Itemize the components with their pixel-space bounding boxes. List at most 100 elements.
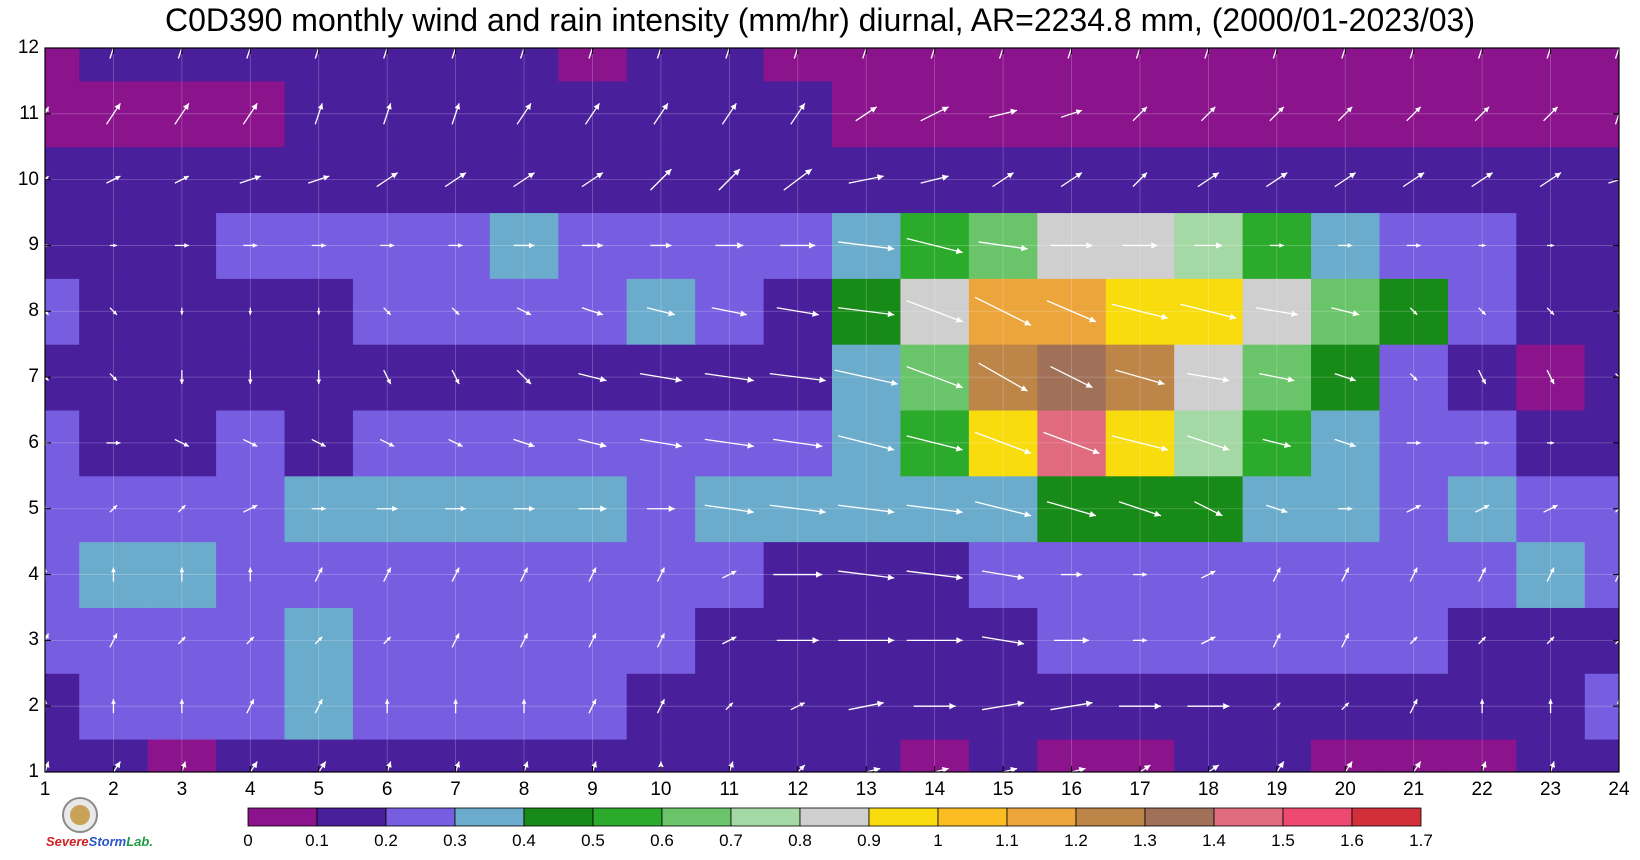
wind-arrow bbox=[656, 48, 662, 59]
wind-arrow bbox=[776, 307, 819, 317]
wind-arrow bbox=[704, 372, 754, 383]
lab-logo: SevereStormLab. bbox=[46, 797, 153, 859]
wind-arrow bbox=[783, 168, 813, 191]
wind-arrow bbox=[308, 175, 330, 184]
wind-arrow bbox=[316, 370, 322, 385]
wind-arrow bbox=[1546, 567, 1555, 582]
wind-arrow bbox=[109, 373, 118, 382]
wind-arrow bbox=[1046, 501, 1097, 518]
colorbar-label: 0.5 bbox=[581, 831, 605, 850]
colorbar-label: 1.2 bbox=[1064, 831, 1088, 850]
wind-arrow bbox=[451, 567, 460, 582]
colorbar-label: 0.4 bbox=[512, 831, 536, 850]
wind-arrow bbox=[1187, 435, 1230, 451]
wind-arrow bbox=[653, 102, 669, 125]
colorbar-label: 0.9 bbox=[857, 831, 881, 850]
wind-arrow bbox=[111, 567, 116, 582]
wind-arrow bbox=[1547, 243, 1555, 248]
y-tick-label: 1 bbox=[28, 761, 39, 782]
x-tick-label: 20 bbox=[1334, 779, 1356, 800]
wind-arrow bbox=[180, 307, 184, 315]
wind-arrow bbox=[45, 106, 50, 116]
wind-arrow bbox=[704, 504, 754, 515]
wind-arrow bbox=[1111, 435, 1169, 452]
wind-arrow bbox=[1478, 48, 1483, 59]
wind-arrow bbox=[243, 243, 258, 248]
wind-arrow bbox=[1201, 636, 1216, 645]
y-tick-label: 6 bbox=[28, 431, 39, 453]
wind-arrow bbox=[1478, 243, 1486, 248]
wind-arrow bbox=[1341, 48, 1346, 59]
wind-arrow bbox=[906, 637, 963, 644]
colorbar-label: 0.2 bbox=[374, 831, 398, 850]
wind-arrow bbox=[1412, 761, 1422, 772]
x-tick-label: 19 bbox=[1266, 779, 1288, 800]
wind-arrow bbox=[45, 310, 49, 316]
wind-arrow bbox=[106, 440, 121, 446]
wind-arrow bbox=[1341, 702, 1350, 711]
wind-arrow bbox=[1132, 638, 1147, 643]
wind-arrow bbox=[588, 48, 594, 59]
wind-arrow bbox=[838, 307, 895, 318]
wind-arrow bbox=[314, 698, 323, 714]
wind-arrow bbox=[1060, 172, 1083, 188]
x-tick-label: 21 bbox=[1403, 779, 1425, 800]
wind-arrow bbox=[1135, 48, 1141, 59]
wind-arrow bbox=[1479, 699, 1485, 714]
wind-arrow bbox=[1478, 567, 1487, 582]
x-tick-label: 1 bbox=[39, 779, 51, 800]
wind-arrow bbox=[174, 438, 190, 447]
wind-arrow bbox=[519, 567, 529, 582]
wind-arrow bbox=[711, 307, 747, 317]
wind-arrow bbox=[796, 764, 806, 772]
wind-arrow bbox=[516, 102, 532, 125]
colorbar-swatch bbox=[1282, 807, 1353, 827]
wind-arrow bbox=[1118, 501, 1162, 517]
wind-arrow bbox=[1272, 48, 1278, 59]
rain-cell bbox=[45, 48, 80, 82]
wind-arrow bbox=[1269, 243, 1284, 248]
wind-arrow bbox=[906, 504, 963, 515]
wind-arrow bbox=[1262, 438, 1291, 448]
wind-arrow bbox=[978, 241, 1028, 252]
wind-arrow bbox=[1050, 242, 1093, 249]
wind-arrow bbox=[1068, 766, 1086, 772]
wind-arrow bbox=[1200, 106, 1216, 122]
wind-arrow bbox=[451, 633, 460, 648]
wind-arrow bbox=[913, 703, 956, 710]
wind-arrow bbox=[1406, 106, 1422, 122]
wind-arrow bbox=[1406, 440, 1421, 446]
wind-arrow bbox=[317, 761, 327, 772]
wind-arrow bbox=[379, 438, 395, 447]
colorbar-label: 1.5 bbox=[1271, 831, 1295, 850]
wind-arrow bbox=[516, 307, 532, 316]
x-tick-label: 22 bbox=[1471, 779, 1493, 800]
wind-arrow bbox=[998, 48, 1004, 59]
wind-arrow bbox=[383, 636, 392, 645]
wind-arrow bbox=[314, 103, 324, 125]
wind-arrow bbox=[981, 570, 1025, 581]
wind-arrow bbox=[513, 438, 535, 448]
wind-arrow bbox=[383, 369, 392, 385]
wind-arrow bbox=[639, 372, 683, 383]
wind-arrow bbox=[1548, 699, 1553, 714]
wind-arrow bbox=[513, 242, 535, 249]
wind-arrow bbox=[314, 636, 323, 645]
wind-arrow bbox=[1187, 703, 1230, 710]
wind-arrow bbox=[383, 103, 392, 125]
wind-arrow bbox=[247, 370, 253, 385]
wind-arrow bbox=[1118, 703, 1161, 710]
wind-arrow bbox=[1111, 303, 1169, 320]
wind-arrow bbox=[451, 369, 460, 385]
wind-arrow bbox=[109, 633, 118, 648]
chart-title: C0D390 monthly wind and rain intensity (… bbox=[165, 2, 1475, 38]
y-tick-label: 4 bbox=[28, 563, 39, 585]
wind-arrow bbox=[639, 438, 683, 449]
wind-arrow bbox=[581, 242, 603, 249]
wind-arrow bbox=[656, 567, 665, 582]
wind-arrow bbox=[974, 501, 1032, 518]
wind-arrow bbox=[790, 102, 806, 125]
colorbar-label: 0.3 bbox=[443, 831, 467, 850]
colorbar-label: 1.4 bbox=[1202, 831, 1226, 850]
wind-arrow bbox=[521, 699, 527, 714]
